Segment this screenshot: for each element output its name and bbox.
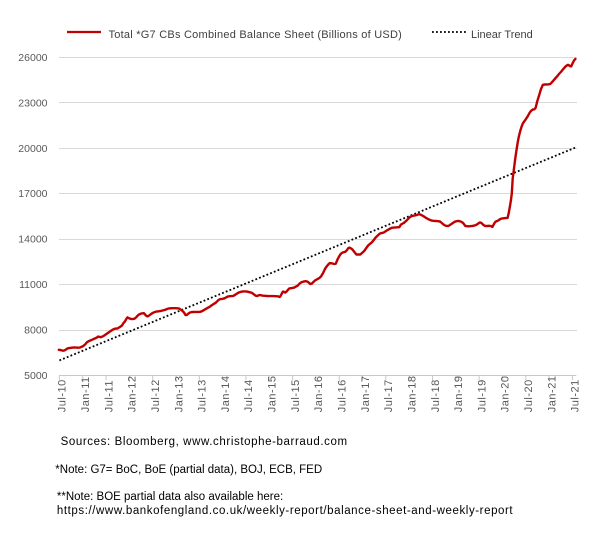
- svg-text:Jan-16: Jan-16: [313, 376, 325, 413]
- svg-text:Jan-17: Jan-17: [360, 376, 372, 413]
- svg-text:8000: 8000: [24, 325, 48, 337]
- svg-text:Jan-11: Jan-11: [80, 376, 92, 412]
- svg-text:Jul-16: Jul-16: [337, 379, 349, 412]
- svg-text:Jan-18: Jan-18: [406, 376, 418, 413]
- svg-text:Jul-11: Jul-11: [103, 380, 115, 412]
- svg-text:Jul-12: Jul-12: [150, 379, 162, 412]
- svg-text:20000: 20000: [18, 143, 47, 155]
- svg-text:Jan-21: Jan-21: [546, 376, 558, 413]
- svg-text:Jul-21: Jul-21: [570, 379, 582, 412]
- svg-text:Jul-15: Jul-15: [290, 379, 302, 412]
- svg-text:Jul-10: Jul-10: [57, 379, 69, 412]
- svg-text:11000: 11000: [19, 279, 48, 291]
- svg-text:Jan-13: Jan-13: [173, 376, 185, 413]
- svg-text:Jul-14: Jul-14: [243, 379, 255, 412]
- svg-text:5000: 5000: [24, 370, 48, 382]
- svg-text:Total *G7 CBs Combined Balance: Total *G7 CBs Combined Balance Sheet (Bi…: [109, 29, 403, 41]
- svg-text:Jan-15: Jan-15: [267, 376, 279, 413]
- svg-text:Linear Trend: Linear Trend: [471, 29, 533, 41]
- svg-text:26000: 26000: [18, 52, 47, 64]
- svg-text:Jan-14: Jan-14: [220, 376, 232, 413]
- svg-text:17000: 17000: [18, 188, 47, 200]
- svg-text:Jan-19: Jan-19: [453, 376, 465, 413]
- svg-text:Jul-20: Jul-20: [523, 379, 535, 412]
- svg-text:Jul-18: Jul-18: [430, 379, 442, 412]
- svg-text:Jan-20: Jan-20: [500, 376, 512, 413]
- svg-text:23000: 23000: [18, 97, 47, 109]
- svg-text:Jan-12: Jan-12: [127, 376, 139, 413]
- svg-text:Jul-17: Jul-17: [383, 379, 395, 412]
- svg-text:Jul-19: Jul-19: [476, 379, 488, 412]
- svg-text:14000: 14000: [18, 234, 47, 246]
- svg-text:Jul-13: Jul-13: [197, 379, 209, 412]
